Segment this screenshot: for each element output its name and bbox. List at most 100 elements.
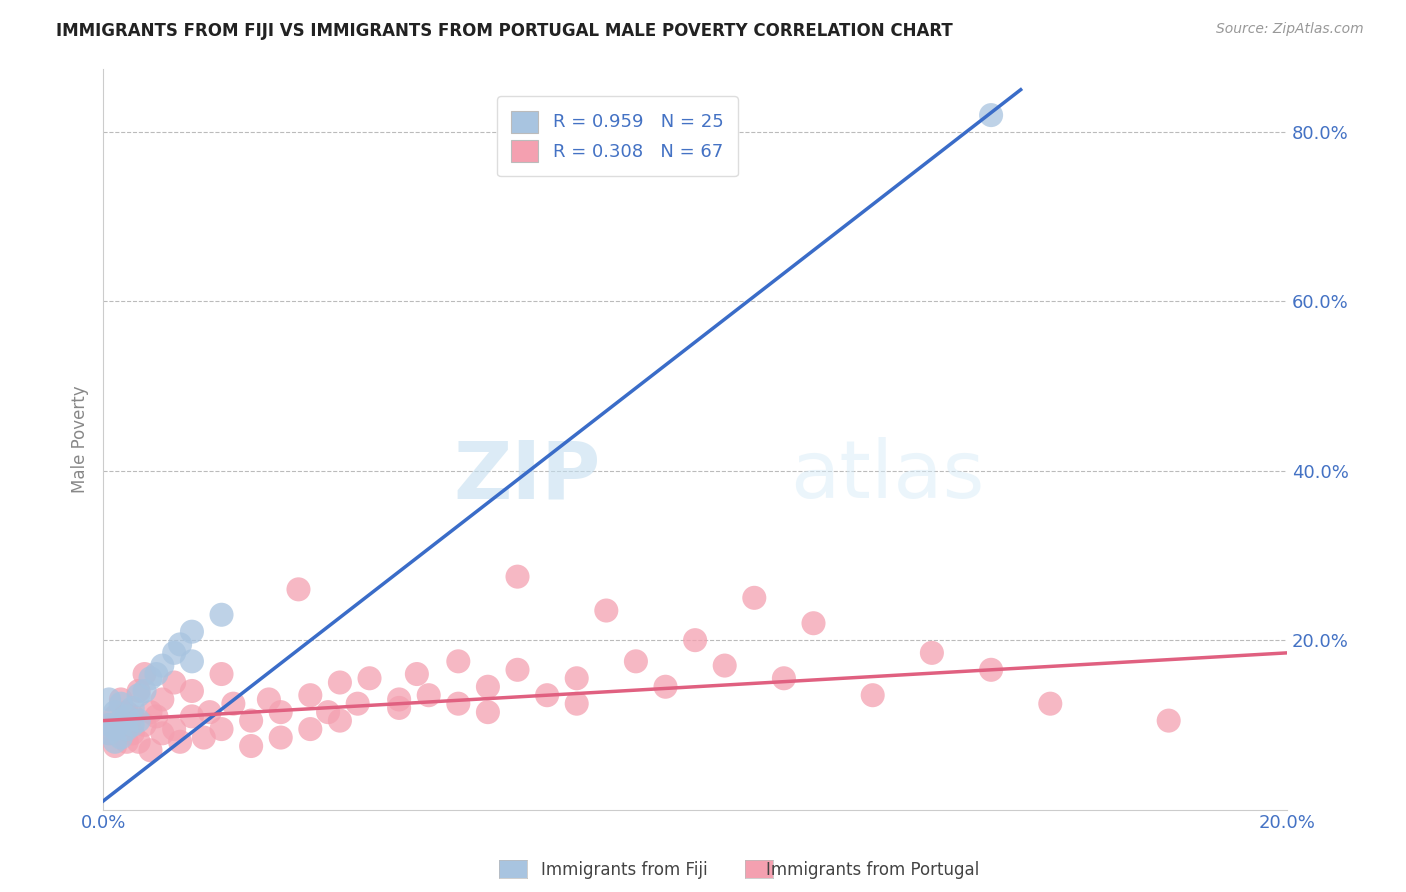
Point (447, 697, 470, 711)
Point (104, 705, 127, 719)
Text: Immigrants from Fiji: Immigrants from Fiji (541, 861, 709, 879)
Point (211, 667, 233, 681)
Point (115, 735, 138, 749)
Point (346, 697, 368, 711)
Point (121, 701, 143, 715)
Point (163, 675, 186, 690)
Point (198, 705, 221, 719)
Point (169, 735, 191, 749)
Point (181, 624, 204, 639)
Point (128, 714, 150, 728)
Point (418, 688, 440, 702)
Point (862, 688, 884, 702)
Point (193, 731, 215, 745)
Legend: R = 0.959   N = 25, R = 0.308   N = 67: R = 0.959 N = 25, R = 0.308 N = 67 (496, 96, 738, 177)
Point (742, 591, 765, 605)
Point (240, 739, 263, 753)
Point (128, 688, 150, 702)
Point (110, 731, 132, 745)
Point (654, 680, 676, 694)
Point (773, 671, 796, 685)
Point (150, 658, 173, 673)
Point (121, 709, 143, 723)
Point (713, 658, 735, 673)
Point (104, 709, 127, 723)
Point (595, 603, 617, 617)
Point (211, 607, 233, 622)
Point (115, 722, 138, 736)
Point (98, 692, 121, 706)
Point (447, 654, 470, 668)
Point (163, 722, 186, 736)
Text: ZIP: ZIP (453, 437, 600, 515)
Point (1039, 697, 1062, 711)
Point (110, 714, 132, 728)
Point (477, 680, 499, 694)
Point (257, 692, 280, 706)
Point (139, 743, 162, 757)
Point (329, 714, 352, 728)
Point (145, 709, 167, 723)
Point (388, 701, 411, 715)
Point (139, 671, 162, 685)
Point (287, 582, 309, 597)
Point (110, 697, 132, 711)
Text: Immigrants from Portugal: Immigrants from Portugal (766, 861, 980, 879)
Point (104, 739, 127, 753)
Point (240, 714, 263, 728)
Point (181, 684, 204, 698)
Point (270, 705, 292, 719)
Point (128, 735, 150, 749)
Point (121, 726, 143, 740)
Point (270, 731, 292, 745)
Point (536, 688, 558, 702)
Point (624, 654, 647, 668)
Point (211, 722, 233, 736)
Point (299, 722, 322, 736)
Text: atlas: atlas (790, 437, 984, 515)
Point (145, 667, 167, 681)
Point (359, 671, 381, 685)
Point (150, 692, 173, 706)
Point (98, 726, 121, 740)
Point (169, 637, 191, 651)
Point (98, 718, 121, 732)
Point (921, 646, 943, 660)
Point (388, 692, 411, 706)
Point (565, 671, 588, 685)
Point (134, 684, 156, 698)
Point (477, 705, 499, 719)
Point (134, 718, 156, 732)
Point (1157, 714, 1180, 728)
Point (104, 722, 127, 736)
Point (316, 705, 339, 719)
Point (506, 569, 529, 583)
Point (506, 663, 529, 677)
Point (565, 697, 588, 711)
Point (329, 675, 352, 690)
Point (181, 709, 204, 723)
Point (803, 616, 825, 631)
Point (128, 684, 150, 698)
Point (110, 718, 132, 732)
Point (980, 663, 1002, 677)
Point (115, 705, 138, 719)
Point (683, 633, 706, 648)
Y-axis label: Male Poverty: Male Poverty (72, 385, 89, 493)
Point (110, 692, 132, 706)
Point (405, 667, 427, 681)
Point (98, 726, 121, 740)
Point (115, 709, 138, 723)
Point (150, 726, 173, 740)
Point (163, 646, 186, 660)
Text: Source: ZipAtlas.com: Source: ZipAtlas.com (1216, 22, 1364, 37)
Text: IMMIGRANTS FROM FIJI VS IMMIGRANTS FROM PORTUGAL MALE POVERTY CORRELATION CHART: IMMIGRANTS FROM FIJI VS IMMIGRANTS FROM … (56, 22, 953, 40)
Point (139, 705, 162, 719)
Point (299, 688, 322, 702)
Point (980, 108, 1002, 122)
Point (222, 697, 245, 711)
Point (104, 735, 127, 749)
Point (121, 718, 143, 732)
Point (181, 654, 204, 668)
Point (134, 667, 156, 681)
